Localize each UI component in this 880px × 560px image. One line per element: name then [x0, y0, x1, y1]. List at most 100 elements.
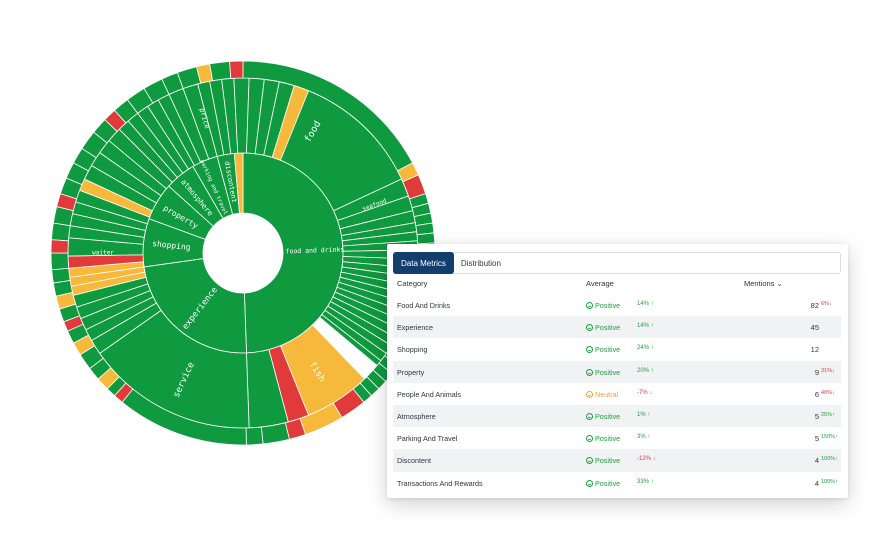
table-row[interactable]: Atmosphere Positive 1% ↑ 5 25%↑ — [393, 404, 841, 428]
sentiment-label: Positive — [595, 478, 621, 488]
label-waiter: waiter — [92, 250, 114, 257]
mentions-count: 5 — [814, 411, 819, 421]
sunburst-segment — [416, 232, 436, 245]
chevron-down-icon[interactable]: ⌄ — [776, 279, 783, 288]
sunburst-segment — [50, 252, 70, 271]
mentions-count: 45 — [810, 323, 819, 333]
arrow-up-icon: ↑ — [649, 367, 654, 374]
sentiment-change-value: 24% — [637, 345, 650, 352]
mentions-change: 31%↓ — [821, 368, 835, 374]
sentiment: Neutral — [586, 390, 618, 399]
sentiment-change: -12% ↓ — [637, 456, 656, 462]
header-mentions-label: Mentions — [744, 279, 775, 288]
category-name: Experience — [397, 323, 433, 333]
category-name: Property — [397, 367, 425, 377]
smiley-icon — [586, 302, 593, 309]
arrow-down-icon: ↓ — [832, 367, 835, 374]
sentiment-change-value: 33% — [637, 478, 650, 485]
sentiment: Positive — [586, 323, 620, 332]
sunburst-segment — [50, 239, 69, 254]
sentiment-label: Positive — [595, 456, 621, 466]
arrow-up-icon: ↑ — [649, 478, 654, 485]
mentions-change-value: 6% — [821, 301, 829, 307]
metrics-table: Food And Drinks Positive 14% ↑ 82 6%↓ Experie… — [393, 294, 841, 494]
metrics-panel: Data Metrics Distribution Category Avera… — [387, 244, 848, 498]
sentiment-change-value: 1% — [637, 411, 646, 418]
sentiment: Positive — [586, 434, 620, 443]
category-name: People And Animals — [397, 389, 461, 399]
arrow-up-icon: ↑ — [835, 478, 838, 485]
table-row[interactable]: Discontent Positive -12% ↓ 4 100%↑ — [393, 449, 841, 472]
sunburst-segment — [209, 61, 232, 82]
mentions-count: 82 — [810, 301, 819, 310]
arrow-up-icon: ↑ — [645, 434, 651, 441]
mentions-change-value: 150% — [821, 434, 836, 441]
sentiment-label: Positive — [595, 345, 621, 355]
label-shopping: shopping — [152, 239, 191, 252]
sentiment-change: 3% ↑ — [637, 434, 650, 440]
sentiment-change: -7% ↓ — [637, 390, 652, 396]
category-name: Transactions And Rewards — [397, 478, 483, 488]
sunburst-segment — [229, 60, 244, 79]
mentions-change: 100%↑ — [821, 456, 838, 462]
arrow-up-icon: ↑ — [649, 301, 654, 307]
header-mentions[interactable]: Mentions ⌄ — [744, 279, 783, 288]
sentiment-label: Neutral — [595, 389, 619, 399]
mentions-count: 9 — [814, 367, 819, 377]
category-name: Parking And Travel — [397, 434, 458, 444]
smiley-icon — [586, 479, 593, 487]
mentions-count: 5 — [814, 434, 819, 444]
mentions-change: 100%↑ — [821, 479, 838, 485]
header-average[interactable]: Average — [586, 279, 614, 288]
table-row[interactable]: Food And Drinks Positive 14% ↑ 82 6%↓ — [393, 294, 841, 316]
arrow-up-icon: ↑ — [832, 411, 835, 418]
sentiment-label: Positive — [595, 367, 621, 377]
smiley-icon — [586, 435, 593, 443]
mentions-change-value: 100% — [821, 456, 836, 463]
smiley-icon — [586, 346, 593, 354]
sentiment-label: Positive — [595, 434, 621, 444]
sentiment-change-value: 14% — [637, 323, 650, 330]
sentiment-change-value: 20% — [637, 367, 650, 374]
sentiment: Positive — [586, 368, 620, 377]
table-row[interactable]: Experience Positive 14% ↑ 45 — [393, 316, 841, 339]
sentiment-change: 33% ↑ — [637, 479, 654, 485]
table-row[interactable]: Property Positive 20% ↑ 9 31%↓ — [393, 360, 841, 383]
mentions-count: 6 — [814, 389, 819, 399]
tab-distribution[interactable]: Distribution — [460, 258, 501, 268]
arrow-down-icon: ↓ — [828, 301, 832, 307]
table-row[interactable]: Shopping Positive 24% ↑ 12 — [393, 338, 841, 360]
sentiment-change: 1% ↑ — [637, 412, 650, 418]
mentions-count: 4 — [814, 478, 819, 488]
label-food-and-drinks: food and drinks — [285, 245, 344, 255]
category-name: Discontent — [397, 456, 431, 466]
category-name: Atmosphere — [397, 411, 436, 421]
mentions-change: 150%↑ — [821, 434, 838, 440]
mentions-change-value: 25% — [821, 411, 833, 418]
mentions-change: 25%↑ — [821, 412, 835, 418]
sunburst-chart: food and drinksexperienceshoppingpropert… — [50, 60, 436, 446]
smiley-icon — [586, 324, 593, 332]
mentions-change-value: 31% — [821, 367, 833, 374]
category-name: Food And Drinks — [397, 301, 451, 310]
sentiment-change: 24% ↑ — [637, 345, 654, 351]
sentiment-change: 14% ↑ — [637, 323, 654, 329]
arrow-up-icon: ↑ — [645, 411, 651, 418]
sunburst-segment — [245, 426, 264, 446]
header-category[interactable]: Category — [397, 279, 428, 288]
table-row[interactable]: Parking And Travel Positive 3% ↑ 5 150%↑ — [393, 427, 841, 449]
table-row[interactable]: People And Animals Neutral -7% ↓ 6 40%↓ — [393, 383, 841, 405]
sentiment-label: Positive — [595, 323, 621, 333]
sentiment-change-value: -7% — [637, 389, 648, 396]
tab-data-metrics[interactable]: Data Metrics — [393, 252, 454, 274]
mentions-change-value: 100% — [821, 478, 836, 485]
sunburst-segment — [51, 267, 71, 284]
sentiment: Positive — [586, 479, 620, 488]
sentiment-label: Positive — [595, 301, 621, 310]
smiley-icon — [586, 390, 593, 398]
smiley-icon — [586, 457, 593, 465]
table-row[interactable]: Transactions And Rewards Positive 33% ↑ 4 10… — [393, 472, 841, 494]
mentions-change: 6%↓ — [821, 301, 832, 307]
arrow-down-icon: ↓ — [651, 456, 656, 463]
arrow-up-icon: ↑ — [835, 434, 838, 441]
